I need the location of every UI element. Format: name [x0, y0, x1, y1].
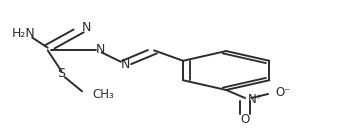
Text: O: O [240, 113, 250, 126]
Text: CH₃: CH₃ [92, 88, 114, 101]
Text: H₂N: H₂N [12, 27, 35, 40]
Text: N: N [96, 43, 106, 56]
Text: N⁺: N⁺ [247, 93, 262, 106]
Text: O⁻: O⁻ [275, 86, 290, 99]
Text: N: N [81, 21, 91, 34]
Text: N: N [120, 58, 130, 71]
Text: S: S [57, 67, 65, 80]
